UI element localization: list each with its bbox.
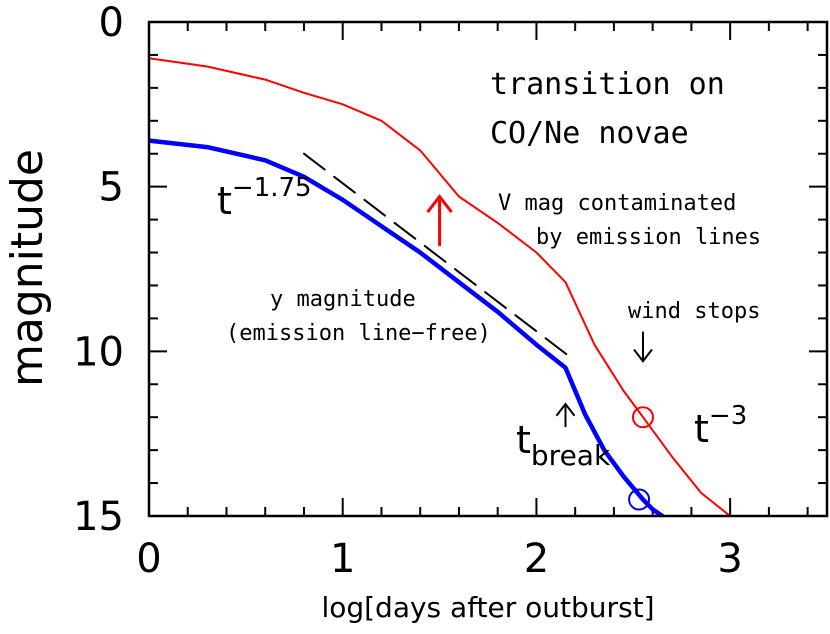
arrows <box>426 194 653 428</box>
x-axis-title: log[days after outburst] <box>321 591 654 624</box>
exponent-3: −3 <box>709 401 747 431</box>
y-tick-label: 5 <box>99 165 124 211</box>
annotation-ymag-line2: (emission line−free) <box>226 321 491 346</box>
annotation-wind-stops: wind stops <box>628 299 760 324</box>
vmag-series-line <box>149 57 732 516</box>
tick-marks <box>148 21 827 517</box>
t-base-3: t <box>694 407 709 451</box>
circle-markers <box>628 406 654 511</box>
x-tick-label: 2 <box>524 536 549 582</box>
red-up-arrow <box>426 194 453 246</box>
annotation-transition-line2: CO/Ne novae <box>490 116 689 151</box>
annotation-t-power-175: t−1.75 <box>217 173 312 223</box>
y-tick-label: 10 <box>73 329 124 375</box>
plot-frame <box>147 20 829 518</box>
y-tick-label: 15 <box>73 494 124 540</box>
x-tick-label: 3 <box>717 536 742 582</box>
annotation-transition-line1: transition on <box>490 67 725 102</box>
tbreak-arrow <box>555 402 576 428</box>
t-base-break: t <box>516 418 531 462</box>
exponent-175: −1.75 <box>232 173 312 203</box>
y-axis-title: magnitude <box>2 149 53 387</box>
annotation-vmag-line2: by emission lines <box>536 225 761 250</box>
wind-stops-arrow <box>633 331 653 363</box>
vmag-circle-marker <box>631 406 654 429</box>
tbreak-arrow-head <box>555 402 576 417</box>
ymag-circle-marker <box>628 488 651 511</box>
red-up-arrow-head <box>426 194 453 214</box>
annotation-vmag-line1: V mag contaminated <box>498 191 736 216</box>
ymag-series-line <box>149 138 665 516</box>
x-tick-label: 0 <box>136 536 161 582</box>
series-lines <box>149 57 732 516</box>
x-tick-label: 1 <box>330 536 355 582</box>
y-tick-label: 0 <box>99 0 124 46</box>
annotation-ymag-line1: y magnitude <box>270 287 416 312</box>
annotation-t-break: tbreak <box>516 418 611 472</box>
annotation-t-power-3: t−3 <box>694 401 747 451</box>
powerlaw-dashed-line <box>303 152 573 359</box>
break-subscript: break <box>531 439 611 472</box>
t-base-175: t <box>217 179 232 223</box>
tick-labels: 0 1 2 3 0 5 10 15 <box>73 0 743 582</box>
wind-stops-arrow-head <box>633 348 653 363</box>
